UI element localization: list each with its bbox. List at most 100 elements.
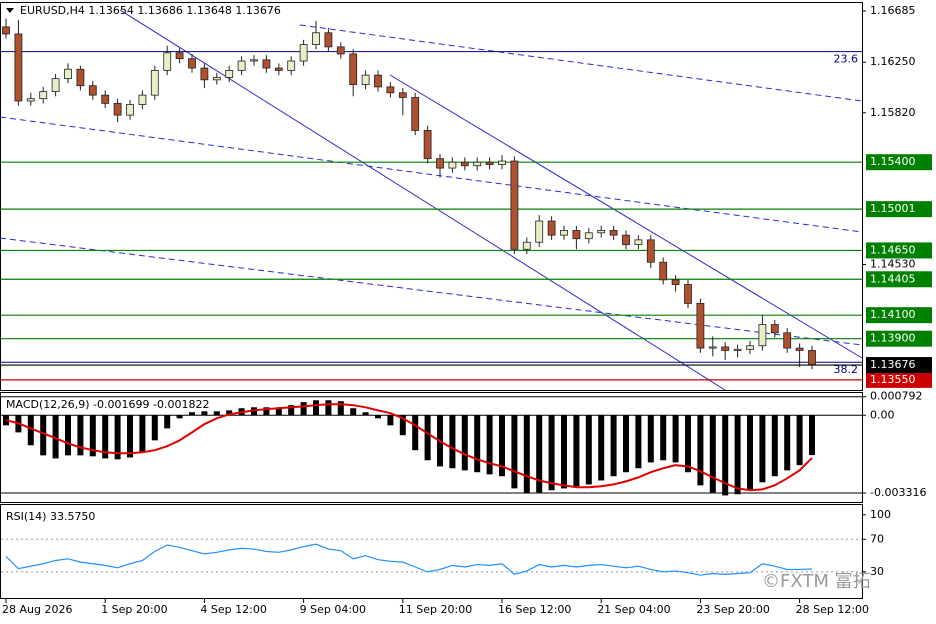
candle-body	[671, 279, 680, 285]
candle-body	[64, 68, 72, 80]
macd-bar	[114, 415, 121, 460]
candle-body	[113, 102, 122, 116]
macd-bar	[337, 401, 344, 416]
candle-body	[622, 234, 630, 245]
candle-body	[510, 160, 519, 250]
candle-body	[88, 85, 97, 96]
candle-body	[783, 332, 792, 349]
candle-body	[361, 74, 370, 85]
candle-body	[597, 230, 606, 234]
macd-bar	[89, 415, 96, 457]
level-label-bg	[866, 242, 932, 259]
macd-bar	[27, 415, 34, 446]
x-tick-label: 28 Sep 12:00	[796, 603, 869, 616]
macd-bar	[523, 415, 530, 494]
macd-bar	[139, 415, 146, 453]
y-tick-label: 1.16250	[870, 55, 916, 68]
macd-bar	[263, 407, 270, 416]
macd-bar	[796, 415, 803, 466]
candle-body	[250, 59, 258, 62]
candle-body	[535, 220, 544, 243]
macd-bar	[548, 415, 555, 491]
macd-bar	[623, 415, 629, 473]
candle-body	[299, 44, 308, 62]
candle-body	[473, 161, 482, 167]
plot-layer: 1.16685 1.16250 1.15820 1.14530 23.6 38.2 1.15…	[1, 4, 932, 616]
macd-bar	[536, 415, 543, 493]
macd-bar	[598, 415, 605, 481]
candle-body	[225, 70, 234, 78]
candle-body	[398, 92, 407, 98]
candle-body	[522, 241, 531, 250]
rsi-pane	[0, 504, 863, 599]
macd-bar	[784, 415, 791, 471]
fib-label: 23.6	[834, 53, 859, 66]
macd-bar	[771, 415, 778, 477]
candle-body	[708, 346, 717, 349]
macd-bar	[40, 415, 47, 456]
macd-bar	[809, 415, 815, 456]
rsi-title: RSI(14) 33.5750	[6, 510, 95, 523]
level-label-bg	[866, 201, 932, 218]
macd-bar	[747, 415, 753, 491]
y-tick-label: -0.003316	[870, 486, 926, 499]
macd-bar	[424, 415, 431, 461]
macd-bar	[65, 415, 71, 456]
macd-bar	[685, 415, 691, 473]
macd-bar	[288, 405, 295, 416]
candle-body	[485, 161, 494, 165]
candle-body	[460, 161, 469, 167]
candle-body	[498, 160, 506, 165]
macd-bar	[127, 415, 133, 458]
level-label: 1.14100	[870, 308, 916, 321]
macd-bar	[660, 415, 667, 461]
candle-body	[237, 60, 246, 71]
candle-body	[39, 91, 48, 100]
watermark: ©FXTM 富拓	[762, 571, 871, 592]
candle-body	[609, 230, 618, 236]
level-label-bg	[866, 357, 932, 374]
candle-body	[324, 32, 333, 48]
channel-dashed	[299, 24, 863, 102]
macd-bar	[511, 415, 518, 489]
candle-body	[200, 67, 209, 81]
macd-bar	[350, 408, 357, 416]
level-label: 1.14405	[870, 272, 916, 285]
macd-bar	[610, 415, 617, 477]
macd-bar	[412, 415, 419, 451]
macd-bar	[52, 415, 59, 459]
macd-bar	[176, 415, 183, 419]
candle-body	[349, 53, 358, 85]
y-tick-label: 30	[870, 565, 884, 578]
y-tick-label: 1.16685	[870, 4, 916, 17]
macd-bar	[275, 407, 282, 416]
macd-bar	[399, 415, 406, 436]
candle-body	[795, 347, 804, 351]
candle-body	[2, 26, 10, 35]
x-tick-label: 1 Sep 20:00	[101, 603, 167, 616]
candle-body	[684, 284, 692, 304]
level-label-bg	[866, 330, 932, 347]
price-pane	[0, 2, 863, 391]
macd-bar	[387, 415, 394, 426]
macd-bar	[697, 415, 704, 486]
macd-bar	[734, 415, 741, 495]
candle-body	[411, 97, 420, 131]
channel-lines	[0, 9, 863, 391]
y-tick-label: 0.000792	[870, 390, 923, 403]
candle-body	[336, 46, 345, 55]
macd-bar	[300, 402, 307, 416]
x-tick-label: 23 Sep 20:00	[696, 603, 769, 616]
candle-body	[188, 58, 196, 69]
macd-bar	[313, 400, 319, 416]
candle-body	[287, 60, 296, 71]
level-label: 1.13550	[870, 373, 916, 386]
macd-bar	[672, 415, 679, 463]
candle-body	[733, 348, 742, 351]
macd-bar	[499, 415, 505, 477]
macd-pane	[0, 392, 863, 503]
candle-body	[126, 104, 134, 116]
channel-solid	[119, 9, 726, 391]
macd-bar	[226, 410, 233, 416]
chart-title: EURUSD,H4 1.13654 1.13686 1.13648 1.1367…	[20, 4, 281, 17]
